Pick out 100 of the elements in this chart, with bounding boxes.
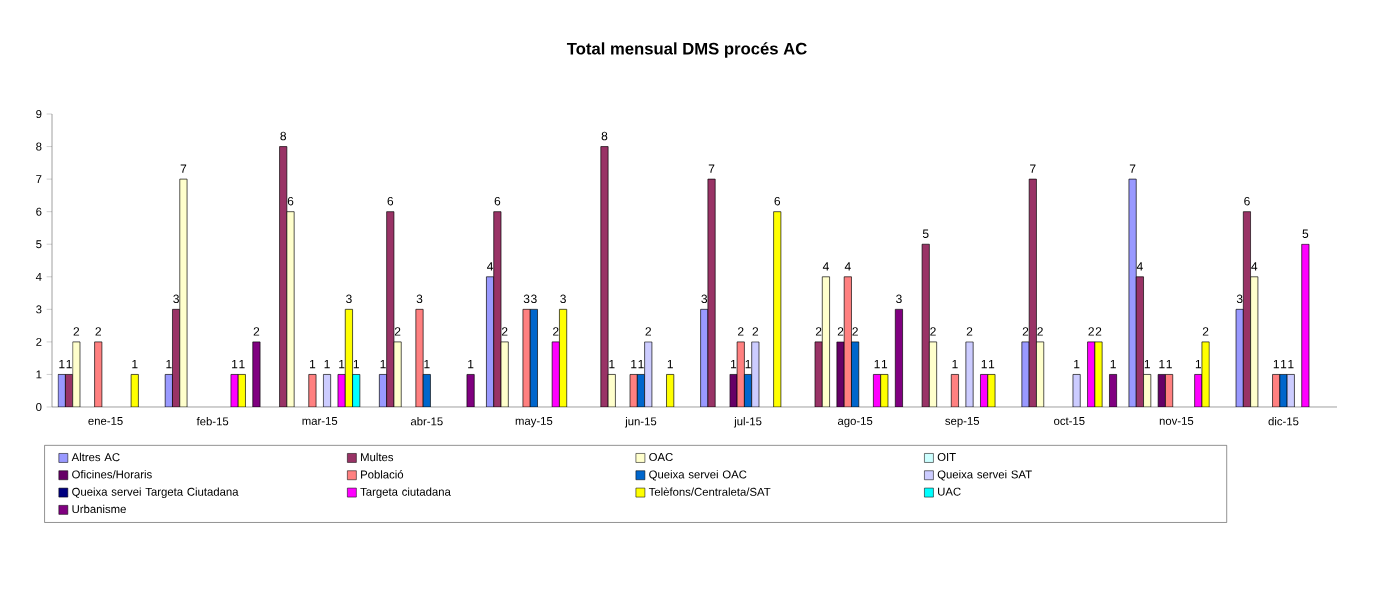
y-tick-label: 9 (36, 110, 42, 119)
legend-label: OAC (649, 453, 673, 462)
y-tick-label: 8 (36, 142, 42, 151)
data-label: 2 (73, 327, 80, 336)
x-tick-label: nov-15 (1159, 417, 1194, 425)
data-label: 2 (1022, 327, 1029, 336)
y-tick-label: 6 (36, 207, 42, 216)
data-label: 3 (416, 294, 423, 304)
legend-label: Multes (361, 452, 394, 462)
bar (94, 341, 103, 407)
data-label: 3 (523, 294, 530, 304)
data-label: 2 (553, 327, 559, 336)
data-label: 2 (966, 327, 973, 336)
data-label: 1 (66, 359, 72, 369)
x-tick-label: dic-15 (1268, 417, 1299, 426)
data-label: 1 (631, 359, 637, 369)
data-label: 7 (180, 164, 187, 173)
data-label: 6 (1244, 196, 1250, 206)
legend-label: OIT (937, 453, 956, 462)
bar (965, 341, 974, 407)
data-label: 1 (667, 359, 673, 369)
data-label: 2 (95, 327, 101, 336)
data-label: 1 (952, 359, 958, 369)
data-label: 6 (774, 196, 781, 206)
data-label: 4 (487, 262, 494, 271)
legend-label: UAC (938, 487, 961, 496)
y-tick-label: 1 (36, 370, 42, 379)
data-label: 1 (310, 359, 316, 369)
data-label: 2 (752, 327, 759, 336)
data-label: 6 (387, 196, 394, 206)
data-label: 1 (1288, 359, 1294, 369)
data-label: 1 (132, 359, 138, 369)
data-label: 3 (701, 294, 708, 304)
x-tick-label: ene-15 (88, 417, 123, 425)
data-label: 2 (837, 327, 844, 336)
data-label: 1 (881, 359, 888, 369)
data-label: 3 (560, 294, 566, 304)
data-label: 1 (1159, 359, 1165, 369)
legend-label: Població (361, 470, 404, 479)
data-label: 8 (280, 131, 287, 141)
bar (1072, 374, 1081, 407)
legend-label: Queixa servei OAC (649, 470, 747, 481)
x-tick-label: jul-15 (733, 417, 762, 428)
data-label: 1 (989, 359, 995, 369)
data-label: 4 (822, 262, 829, 271)
data-label: 5 (1302, 229, 1309, 238)
chart-title: Total mensual DMS procés AC (566, 42, 807, 58)
data-label: 6 (494, 196, 501, 206)
data-label: 2 (253, 327, 260, 336)
data-label: 1 (609, 359, 615, 369)
data-label: 1 (1074, 359, 1080, 369)
data-label: 1 (324, 359, 330, 369)
legend-label: Queixa servei Targeta Ciutadana (72, 487, 239, 499)
data-label: 2 (1037, 327, 1043, 336)
data-label: 4 (844, 262, 851, 271)
bar (1301, 243, 1310, 407)
legend-label: Queixa servei SAT (937, 470, 1032, 481)
data-label: 2 (1095, 327, 1102, 336)
y-tick-label: 3 (36, 305, 42, 314)
y-tick-label: 7 (36, 175, 42, 184)
data-label: 1 (239, 359, 245, 369)
data-label: 1 (380, 359, 386, 369)
data-label: 3 (531, 294, 537, 304)
bar (950, 374, 959, 407)
y-tick-label: 0 (36, 403, 42, 412)
data-label: 1 (731, 359, 737, 369)
data-label: 1 (166, 359, 172, 369)
y-tick-label: 5 (36, 240, 42, 249)
data-label: 3 (1236, 294, 1243, 304)
data-label: 2 (1088, 327, 1094, 336)
y-tick-label: 4 (35, 272, 42, 281)
data-label: 2 (852, 327, 858, 336)
data-label: 4 (1251, 262, 1258, 271)
legend-label: Urbanisme (72, 504, 126, 514)
data-label: 1 (424, 359, 430, 369)
x-tick-label: abr-15 (410, 417, 443, 426)
data-label: 6 (287, 196, 294, 206)
legend-label: Targeta ciutadana (360, 487, 451, 499)
data-label: 1 (59, 359, 65, 369)
data-label: 1 (1110, 359, 1116, 369)
data-label: 2 (930, 327, 936, 336)
data-label: 4 (1136, 262, 1143, 271)
data-label: 1 (339, 359, 345, 369)
data-label: 2 (394, 327, 401, 336)
data-label: 8 (601, 131, 608, 141)
data-label: 1 (353, 359, 359, 369)
y-tick-label: 2 (36, 337, 42, 346)
data-label: 2 (738, 327, 744, 336)
legend-label: Telèfons/Centraleta/SAT (648, 487, 771, 496)
legend-label: Oficines/Horaris (72, 470, 152, 479)
x-tick-label: jun-15 (624, 417, 657, 428)
data-label: 7 (708, 164, 715, 173)
data-label: 1 (1144, 359, 1150, 369)
data-label: 2 (815, 327, 822, 336)
data-label: 1 (874, 359, 880, 369)
data-label: 3 (346, 294, 352, 304)
data-label: 3 (896, 294, 902, 304)
data-label: 1 (468, 359, 474, 369)
data-label: 1 (1281, 359, 1287, 369)
data-label: 2 (1202, 327, 1209, 336)
